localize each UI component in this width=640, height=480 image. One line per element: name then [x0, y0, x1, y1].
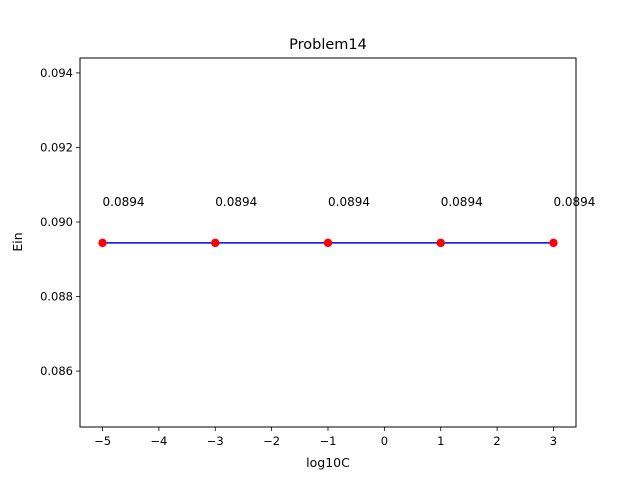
data-label: 0.0894 [328, 195, 370, 209]
data-point [436, 238, 445, 248]
x-tick-label: 2 [493, 434, 500, 448]
y-tick-label: 0.090 [40, 215, 73, 229]
chart-title: Problem14 [289, 37, 367, 53]
x-tick-label: 3 [550, 434, 557, 448]
x-tick-label: −1 [320, 434, 337, 448]
x-axis-label: log10C [306, 455, 350, 470]
x-tick-label: −4 [150, 434, 167, 448]
y-tick-label: 0.088 [40, 290, 73, 304]
data-point [98, 238, 107, 248]
data-label: 0.0894 [441, 195, 483, 209]
x-tick-label: 0 [381, 434, 388, 448]
x-tick-label: −3 [207, 434, 224, 448]
y-axis-label: Ein [10, 232, 25, 251]
y-tick-label: 0.092 [40, 140, 73, 154]
data-point [211, 238, 220, 248]
data-label: 0.0894 [215, 195, 257, 209]
y-tick-label: 0.086 [40, 364, 73, 378]
plot-frame [79, 57, 577, 428]
y-tick-label: 0.094 [40, 66, 73, 80]
x-tick-label: −2 [263, 434, 280, 448]
data-label: 0.0894 [553, 195, 595, 209]
x-tick-label: 1 [437, 434, 444, 448]
data-label: 0.0894 [103, 195, 145, 209]
x-tick-label: −5 [94, 434, 111, 448]
data-point [323, 238, 333, 248]
data-point [549, 238, 558, 248]
